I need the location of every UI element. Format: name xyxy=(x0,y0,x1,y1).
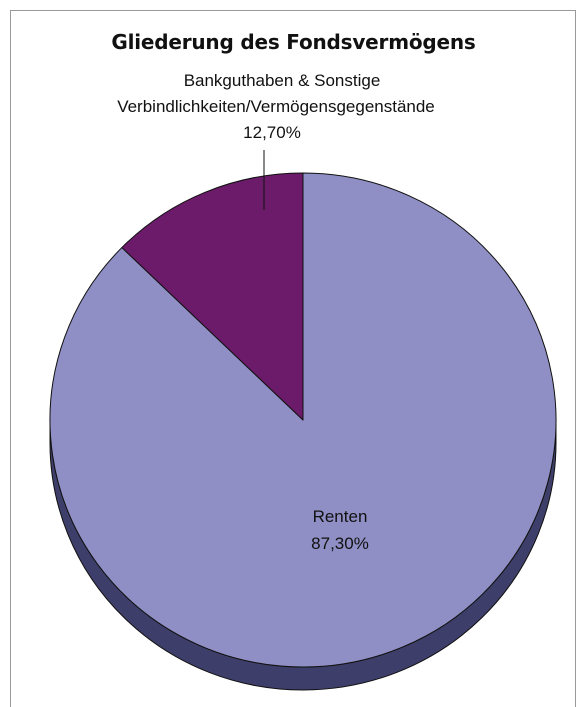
chart-frame xyxy=(10,10,576,707)
pie-slice-1 xyxy=(121,172,304,421)
slice-label-renten: Renten xyxy=(313,507,368,526)
slice-label-line-2: Verbindlichkeiten/Vermögensgegenstände xyxy=(117,97,435,116)
slice-label-line-1: Bankguthaben & Sonstige xyxy=(184,71,381,90)
slice-value-bankguthaben: 12,70% xyxy=(243,123,301,142)
slice-value-renten: 87,30% xyxy=(311,534,369,553)
chart-title: Gliederung des Fondsvermögens xyxy=(111,30,476,54)
